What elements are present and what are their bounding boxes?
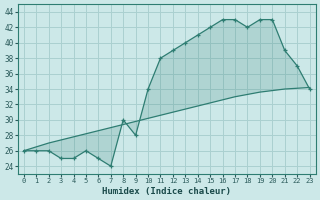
X-axis label: Humidex (Indice chaleur): Humidex (Indice chaleur) — [102, 187, 231, 196]
Polygon shape — [24, 20, 310, 166]
